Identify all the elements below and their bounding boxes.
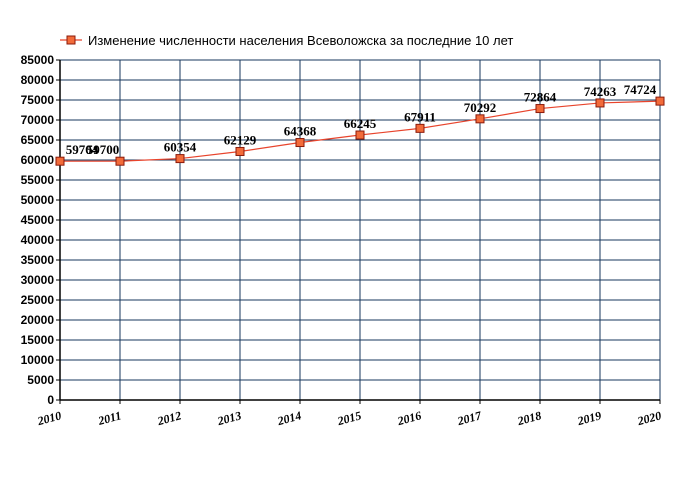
grid bbox=[59, 59, 661, 401]
data-point-marker bbox=[235, 146, 245, 156]
y-tick-label: 55000 bbox=[21, 173, 55, 187]
data-label: 70292 bbox=[464, 100, 497, 115]
data-point-marker bbox=[535, 104, 545, 114]
legend: Изменение численности населения Всеволож… bbox=[60, 33, 513, 48]
y-tick-label: 75000 bbox=[21, 93, 55, 107]
series-population bbox=[55, 96, 665, 166]
data-label: 67911 bbox=[404, 109, 436, 124]
legend-marker bbox=[66, 35, 76, 45]
x-tick-label: 2012 bbox=[155, 408, 183, 428]
data-point-marker bbox=[55, 156, 65, 166]
x-tick-label: 2015 bbox=[335, 408, 363, 428]
data-point-marker bbox=[655, 96, 665, 106]
y-tick-label: 20000 bbox=[21, 313, 55, 327]
data-label: 72864 bbox=[524, 90, 557, 105]
data-label: 64368 bbox=[284, 124, 317, 139]
data-point-marker bbox=[475, 114, 485, 124]
data-label: 74724 bbox=[624, 82, 657, 97]
y-tick-label: 5000 bbox=[27, 373, 54, 387]
data-label: 59704 bbox=[66, 142, 99, 157]
x-tick-label: 2014 bbox=[275, 408, 303, 428]
data-point-marker bbox=[595, 98, 605, 108]
legend-label: Изменение численности населения Всеволож… bbox=[88, 33, 513, 48]
y-tick-label: 10000 bbox=[21, 353, 55, 367]
data-point-marker bbox=[115, 156, 125, 166]
x-tick-label: 2020 bbox=[635, 408, 663, 428]
x-axis-tick-labels: 2010 2011 2012 2013 2014 2015 2016 2017 2018 2019… bbox=[35, 400, 663, 428]
x-tick-label: 2013 bbox=[215, 408, 243, 428]
x-tick-label: 2011 bbox=[96, 408, 123, 428]
y-tick-label: 35000 bbox=[21, 253, 55, 267]
y-tick-label: 25000 bbox=[21, 293, 55, 307]
data-point-marker bbox=[295, 138, 305, 148]
x-tick-label: 2016 bbox=[395, 408, 423, 428]
x-tick-label: 2019 bbox=[575, 408, 603, 428]
data-label: 59700 bbox=[87, 142, 120, 157]
y-tick-label: 15000 bbox=[21, 333, 55, 347]
y-tick-label: 0 bbox=[47, 393, 54, 407]
data-label: 60354 bbox=[164, 140, 197, 155]
y-tick-label: 60000 bbox=[21, 153, 55, 167]
y-axis-tick-labels: 0 5000 10000 15000 20000 25000 30000 35000 40000… bbox=[21, 53, 60, 407]
data-point-marker bbox=[355, 130, 365, 140]
y-tick-label: 80000 bbox=[21, 73, 55, 87]
x-tick-label: 2017 bbox=[455, 408, 484, 428]
x-tick-label: 2010 bbox=[35, 408, 63, 428]
y-tick-label: 70000 bbox=[21, 113, 55, 127]
data-point-marker bbox=[415, 123, 425, 133]
y-tick-label: 65000 bbox=[21, 133, 55, 147]
y-tick-label: 85000 bbox=[21, 53, 55, 67]
y-tick-label: 50000 bbox=[21, 193, 55, 207]
x-tick-label: 2018 bbox=[515, 408, 543, 428]
data-label: 66245 bbox=[344, 116, 377, 131]
data-label: 62129 bbox=[224, 132, 257, 147]
y-tick-label: 30000 bbox=[21, 273, 55, 287]
y-tick-label: 45000 bbox=[21, 213, 55, 227]
data-label: 74263 bbox=[584, 84, 617, 99]
data-point-marker bbox=[175, 154, 185, 164]
y-tick-label: 40000 bbox=[21, 233, 55, 247]
